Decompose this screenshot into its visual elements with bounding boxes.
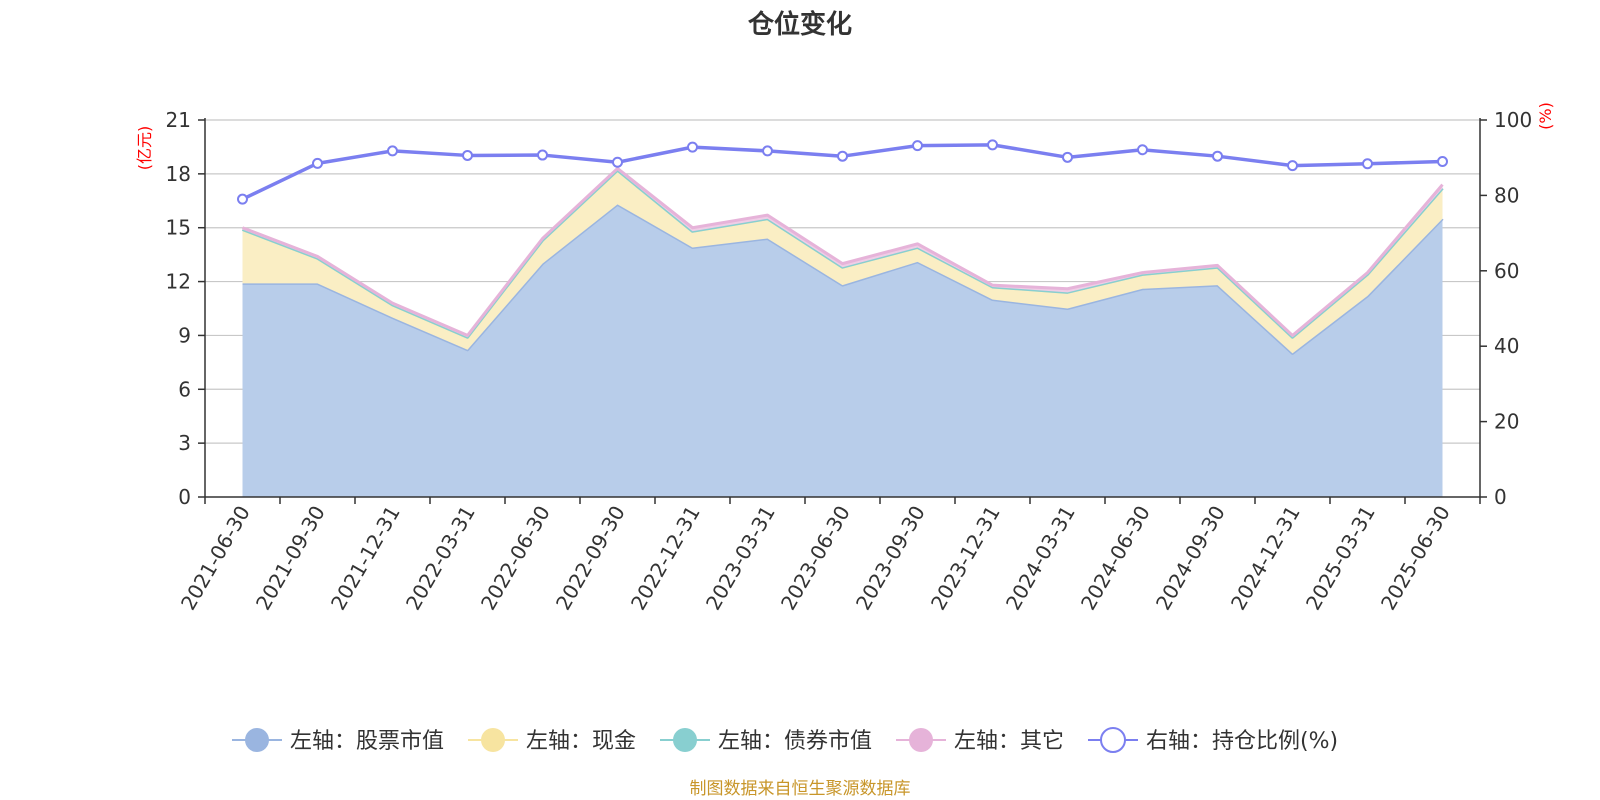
ratio-point — [1062, 151, 1073, 163]
x-axis-tick-label: 2021-06-30 — [176, 502, 255, 615]
ratio-point — [1437, 155, 1448, 167]
ratio-point — [837, 150, 848, 162]
ratio-line-series — [237, 139, 1448, 205]
left-axis-tick-label: 3 — [178, 431, 191, 455]
legend-item[interactable]: 左轴：债券市值 — [660, 728, 872, 754]
legend-item[interactable]: 左轴：股票市值 — [232, 728, 444, 754]
legend-label: 右轴：持仓比例(%) — [1146, 729, 1338, 754]
right-axis-tick-label: 0 — [1494, 485, 1507, 509]
legend-marker-icon — [909, 728, 933, 752]
legend-label: 左轴：债券市值 — [718, 729, 872, 754]
left-axis-tick-label: 18 — [166, 162, 191, 186]
left-axis-tick-label: 21 — [166, 108, 191, 132]
right-axis-tick-label: 20 — [1494, 410, 1519, 434]
legend-item[interactable]: 左轴：现金 — [468, 728, 636, 754]
right-axis-tick-label: 80 — [1494, 183, 1519, 207]
right-axis-tick-label: 40 — [1494, 334, 1519, 358]
ratio-point — [762, 145, 773, 157]
ratio-point — [612, 156, 623, 168]
chart-title: 仓位变化 — [747, 9, 852, 40]
ratio-point — [912, 140, 923, 152]
legend-marker-icon — [245, 728, 269, 752]
legend-item[interactable]: 右轴：持仓比例(%) — [1088, 727, 1338, 754]
x-axis-tick-label: 2024-03-31 — [1001, 502, 1080, 615]
ratio-point — [312, 157, 323, 169]
legend-marker-icon — [673, 728, 697, 752]
right-axis-tick-label: 60 — [1494, 259, 1519, 283]
area-fill — [242, 204, 1443, 497]
legend-marker-icon — [481, 728, 505, 752]
x-axis-tick-label: 2021-09-30 — [251, 502, 330, 615]
x-axis-tick-label: 2024-09-30 — [1151, 502, 1230, 615]
ratio-point — [1362, 158, 1373, 170]
legend-label: 左轴：其它 — [954, 729, 1064, 754]
ratio-point — [1287, 160, 1298, 172]
x-axis-tick-label: 2023-03-31 — [701, 502, 780, 615]
legend[interactable]: 左轴：股票市值 左轴：现金 左轴：债券市值 左轴：其它 右轴：持仓比例(%) — [232, 727, 1338, 754]
legend-label: 左轴：股票市值 — [290, 729, 444, 754]
ratio-point — [687, 141, 698, 153]
left-axis-tick-label: 0 — [178, 485, 191, 509]
ratio-point — [1212, 150, 1223, 162]
source-note: 制图数据来自恒生聚源数据库 — [690, 779, 911, 799]
ratio-point — [987, 139, 998, 151]
left-axis-tick-label: 9 — [178, 323, 191, 347]
right-axis-unit: (%) — [1536, 102, 1555, 130]
x-axis-tick-label: 2025-06-30 — [1376, 502, 1455, 615]
x-axis-tick-label: 2021-12-31 — [326, 502, 405, 615]
ratio-point — [237, 193, 248, 205]
legend-label: 左轴：现金 — [526, 729, 636, 754]
legend-marker-icon — [1100, 727, 1126, 753]
left-axis-unit: (亿元) — [135, 126, 154, 171]
x-axis-tick-label: 2022-03-31 — [401, 502, 480, 615]
x-axis-tick-label: 2022-12-31 — [626, 502, 705, 615]
ratio-point — [462, 149, 473, 161]
x-axis-tick-label: 2022-06-30 — [476, 502, 555, 615]
right-axis-tick-label: 100 — [1494, 108, 1532, 132]
x-axis-tick-label: 2023-12-31 — [926, 502, 1005, 615]
ratio-point — [387, 145, 398, 157]
ratio-point — [1137, 144, 1148, 156]
x-axis-tick-label: 2023-09-30 — [851, 502, 930, 615]
legend-item[interactable]: 左轴：其它 — [896, 728, 1064, 754]
x-axis-tick-label: 2024-06-30 — [1076, 502, 1155, 615]
x-axis-tick-label: 2022-09-30 — [551, 502, 630, 615]
x-axis-tick-label: 2024-12-31 — [1226, 502, 1305, 615]
left-axis-tick-label: 12 — [166, 270, 191, 294]
x-axis-tick-label: 2023-06-30 — [776, 502, 855, 615]
area-edge-line — [241, 166, 1444, 337]
area-series — [241, 166, 1444, 497]
left-axis-tick-label: 6 — [178, 377, 191, 401]
x-axis-tick-label: 2025-03-31 — [1301, 502, 1380, 615]
left-axis-tick-label: 15 — [166, 216, 191, 240]
ratio-point — [537, 149, 548, 161]
